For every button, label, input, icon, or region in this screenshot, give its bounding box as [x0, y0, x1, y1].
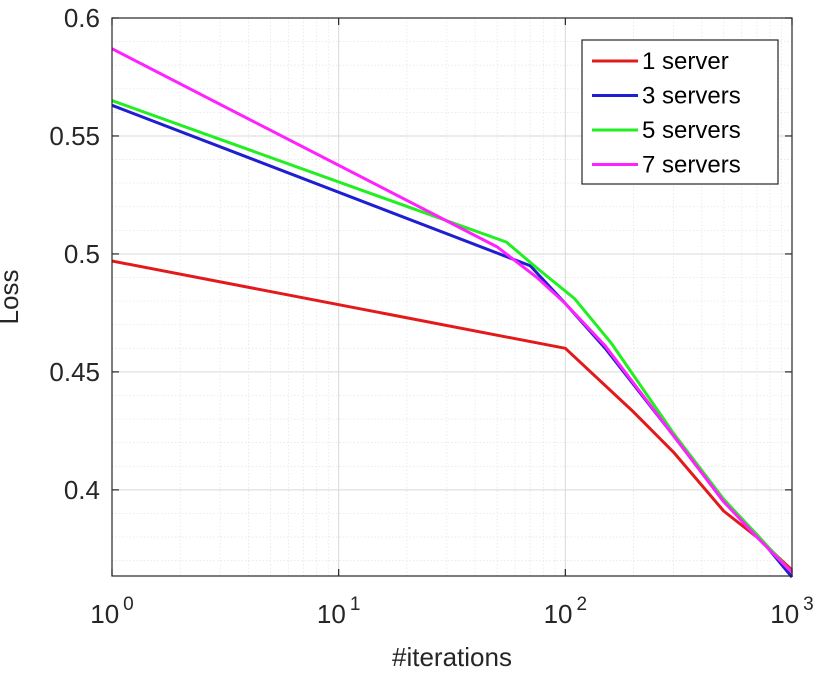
series-line-3 [111, 99, 794, 574]
y-tick-marks [112, 17, 792, 491]
y-axis-title: Loss [0, 270, 24, 325]
legend-label-4: 7 servers [642, 152, 741, 179]
legend: 1 server 3 servers 5 servers 7 servers [581, 39, 779, 185]
y-tick-label: 0.45 [49, 357, 100, 387]
y-tick-label: 0.4 [64, 475, 100, 505]
y-tick-labels: 0.4 0.45 0.5 0.55 0.6 [49, 3, 100, 505]
series-line-4 [111, 47, 794, 574]
y-tick-label: 0.6 [64, 3, 100, 33]
x-tick-label: 10 1 [317, 594, 361, 629]
legend-box [581, 39, 779, 185]
y-tick-label: 0.55 [49, 121, 100, 151]
x-tick-label: 10 3 [770, 594, 814, 629]
y-tick-label: 0.5 [64, 239, 100, 269]
x-tick-label: 10 0 [90, 594, 134, 629]
legend-label-2: 3 servers [642, 83, 741, 110]
x-axis-title: #iterations [392, 642, 512, 672]
x-tick-labels: 10 0 10 1 10 2 10 3 [90, 594, 814, 629]
x-tick-marks [111, 18, 793, 576]
series-lines [111, 47, 794, 579]
minor-grid [112, 18, 792, 576]
plot-frame [111, 17, 793, 577]
x-tick-label: 10 2 [544, 594, 588, 629]
legend-label-1: 1 server [642, 48, 729, 75]
legend-label-3: 5 servers [642, 117, 741, 144]
